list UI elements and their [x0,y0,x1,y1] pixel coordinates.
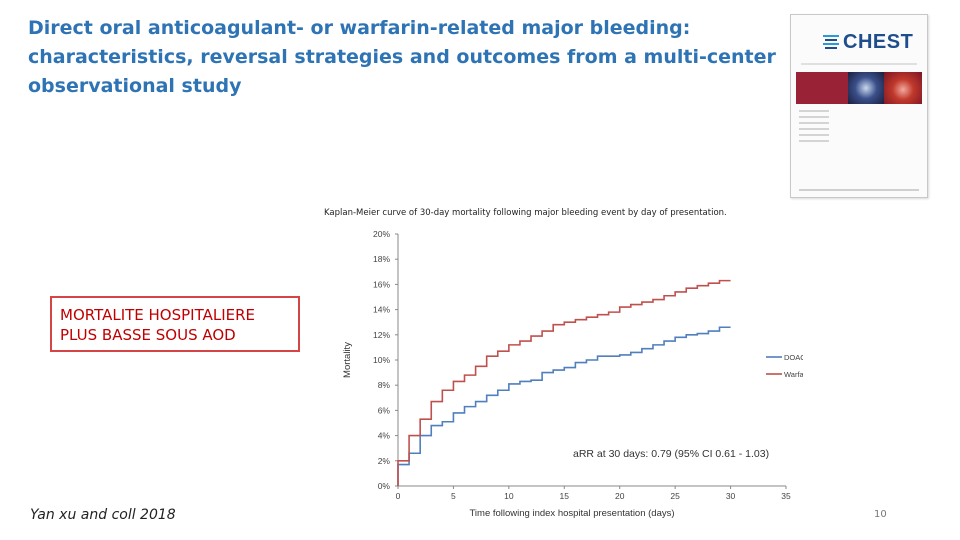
title-line-1: Direct oral anticoagulant- or warfarin-r… [28,17,691,39]
y-tick-label: 14% [373,305,390,315]
x-axis-label: Time following index hospital presentati… [469,508,674,519]
y-tick-label: 2% [378,456,391,466]
legend-label-warfarin: Warfarin [784,370,803,379]
title-line-2: characteristics, reversal strategies and… [28,46,776,68]
x-tick-label: 35 [781,491,791,501]
series-line-warfarin [397,279,731,486]
y-tick-label: 12% [373,330,390,340]
cover-footer [799,189,919,191]
title-line-3: observational study [28,75,242,97]
x-tick-label: 25 [670,491,680,501]
y-tick-label: 6% [378,405,391,415]
callout-box: MORTALITE HOSPITALIERE PLUS BASSE SOUS A… [50,296,300,352]
cover-divider [801,63,917,65]
y-tick-label: 10% [373,355,390,365]
figure-caption: Kaplan-Meier curve of 30-day mortality f… [324,208,727,218]
journal-logo: CHEST [823,29,913,55]
callout-line-1: MORTALITE HOSPITALIERE [60,306,256,324]
y-tick-label: 20% [373,229,390,239]
series-line-doac [397,326,731,486]
chest-logo-icon [823,35,839,49]
cover-banner [796,72,922,104]
journal-cover-image: CHEST [790,14,928,198]
cover-text-lines [799,110,829,146]
slide-title: Direct oral anticoagulant- or warfarin-r… [28,14,776,101]
citation: Yan xu and coll 2018 [30,507,176,523]
journal-logo-text: CHEST [843,30,914,53]
x-tick-label: 20 [615,491,625,501]
slide-number: 10 [874,509,887,520]
x-tick-label: 30 [726,491,736,501]
legend-label-doac: DOAC [784,353,803,362]
x-tick-label: 15 [560,491,570,501]
callout-line-2: PLUS BASSE SOUS AOD [60,326,236,344]
x-tick-label: 0 [396,491,401,501]
x-tick-label: 10 [504,491,514,501]
y-tick-label: 18% [373,254,390,264]
kaplan-meier-chart: 0% 2% 4% 6% 8% 10% 12% 14% 16% 18% 20% 0 5 10 15 20 25 3… [342,229,803,519]
y-tick-label: 16% [373,279,390,289]
y-axis-label: Mortality [342,342,353,378]
y-tick-label: 4% [378,431,391,441]
x-tick-label: 5 [451,491,456,501]
y-tick-label: 8% [378,380,391,390]
chart-annotation: aRR at 30 days: 0.79 (95% CI 0.61 - 1.03… [573,448,769,460]
y-tick-label: 0% [378,481,391,491]
